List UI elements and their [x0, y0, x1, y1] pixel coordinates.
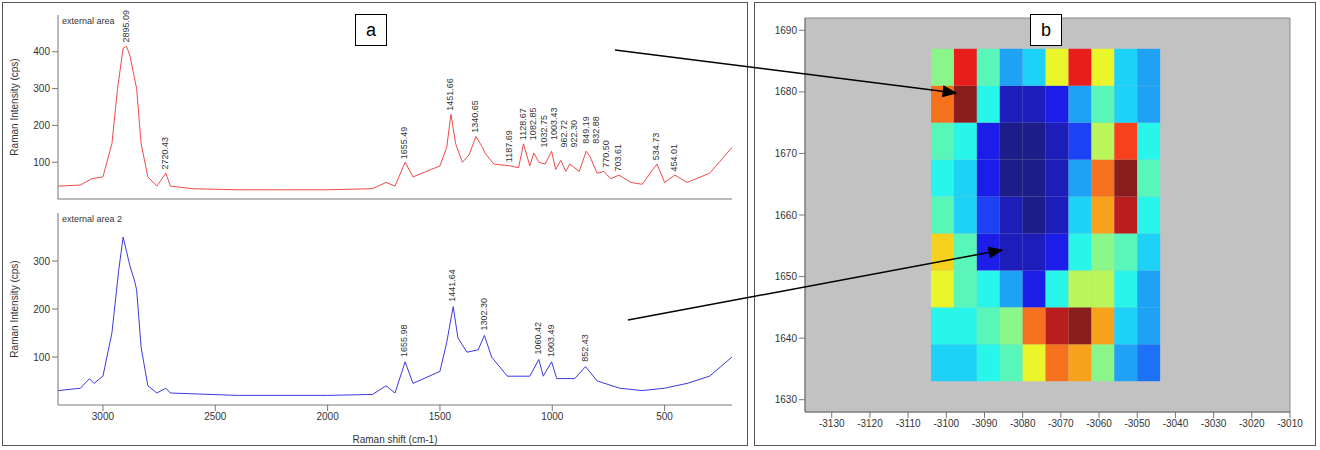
svg-text:300: 300	[33, 83, 50, 94]
svg-text:832.88: 832.88	[591, 116, 601, 144]
svg-text:-3050: -3050	[1124, 418, 1150, 429]
svg-text:2000: 2000	[316, 411, 339, 422]
svg-text:-3060: -3060	[1086, 418, 1112, 429]
svg-text:703.61: 703.61	[613, 144, 623, 172]
svg-text:1670: 1670	[775, 148, 798, 159]
svg-text:1680: 1680	[775, 86, 798, 97]
svg-text:100: 100	[33, 352, 50, 363]
svg-text:1082.85: 1082.85	[528, 108, 538, 141]
svg-text:-3110: -3110	[896, 418, 921, 429]
svg-text:300: 300	[33, 256, 50, 267]
svg-text:454.01: 454.01	[669, 144, 679, 172]
svg-text:-3040: -3040	[1163, 418, 1189, 429]
svg-text:1500: 1500	[429, 411, 452, 422]
svg-text:1640: 1640	[775, 333, 798, 344]
svg-text:1660: 1660	[775, 210, 798, 221]
svg-text:-3130: -3130	[819, 418, 845, 429]
html-text:a: a	[366, 20, 376, 40]
svg-text:1451.66: 1451.66	[445, 78, 455, 111]
svg-text:-3020: -3020	[1239, 418, 1265, 429]
svg-text:962.72: 962.72	[559, 120, 569, 148]
svg-text:1650: 1650	[775, 271, 798, 282]
svg-text:1340.65: 1340.65	[470, 100, 480, 133]
svg-text:-3080: -3080	[1010, 418, 1036, 429]
svg-text:100: 100	[33, 157, 50, 168]
svg-text:1003.49: 1003.49	[546, 324, 556, 357]
svg-text:770.50: 770.50	[601, 140, 611, 168]
svg-text:1302.30: 1302.30	[479, 298, 489, 331]
svg-text:849.19: 849.19	[581, 116, 591, 144]
svg-text:200: 200	[33, 120, 50, 131]
svg-text:-3030: -3030	[1201, 418, 1227, 429]
svg-text:1003.43: 1003.43	[549, 108, 559, 141]
svg-text:-3100: -3100	[934, 418, 960, 429]
svg-text:2720.43: 2720.43	[160, 137, 170, 170]
svg-text:500: 500	[656, 411, 673, 422]
svg-text:2895.09: 2895.09	[121, 10, 131, 43]
svg-text:1441.64: 1441.64	[447, 269, 457, 302]
svg-text:1000: 1000	[541, 411, 564, 422]
svg-text:922.30: 922.30	[569, 120, 579, 148]
svg-text:Raman Intensity (cps): Raman Intensity (cps)	[9, 260, 20, 357]
svg-text:1032.75: 1032.75	[539, 115, 549, 148]
svg-text:1128.67: 1128.67	[518, 108, 528, 140]
svg-text:1187.69: 1187.69	[504, 130, 514, 162]
svg-text:-3010: -3010	[1277, 418, 1303, 429]
svg-text:534.73: 534.73	[651, 133, 661, 161]
html-text:b: b	[1041, 20, 1051, 40]
svg-text:-3070: -3070	[1048, 418, 1074, 429]
svg-text:-3090: -3090	[972, 418, 998, 429]
svg-text:1060.42: 1060.42	[533, 322, 543, 355]
svg-text:852.43: 852.43	[580, 334, 590, 362]
svg-text:2500: 2500	[204, 411, 227, 422]
svg-text:1655.98: 1655.98	[399, 324, 409, 357]
svg-text:3000: 3000	[92, 411, 115, 422]
html-text:external area: external area	[62, 16, 115, 26]
svg-text:-3120: -3120	[857, 418, 883, 429]
svg-text:1655.49: 1655.49	[399, 127, 409, 160]
svg-text:Raman shift (cm-1): Raman shift (cm-1)	[352, 434, 437, 445]
svg-text:Raman Intensity (cps): Raman Intensity (cps)	[9, 58, 20, 155]
svg-text:400: 400	[33, 46, 50, 57]
svg-text:1630: 1630	[775, 394, 798, 405]
html-text:external area 2: external area 2	[62, 214, 122, 224]
svg-text:1690: 1690	[775, 25, 798, 36]
svg-text:200: 200	[33, 304, 50, 315]
